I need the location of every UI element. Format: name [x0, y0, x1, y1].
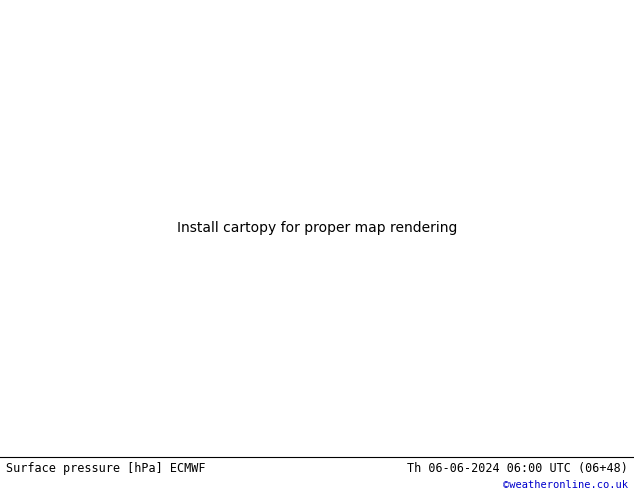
- Text: Install cartopy for proper map rendering: Install cartopy for proper map rendering: [177, 221, 457, 235]
- Text: Surface pressure [hPa] ECMWF: Surface pressure [hPa] ECMWF: [6, 462, 206, 475]
- Text: ©weatheronline.co.uk: ©weatheronline.co.uk: [503, 480, 628, 490]
- Text: Th 06-06-2024 06:00 UTC (06+48): Th 06-06-2024 06:00 UTC (06+48): [407, 462, 628, 475]
